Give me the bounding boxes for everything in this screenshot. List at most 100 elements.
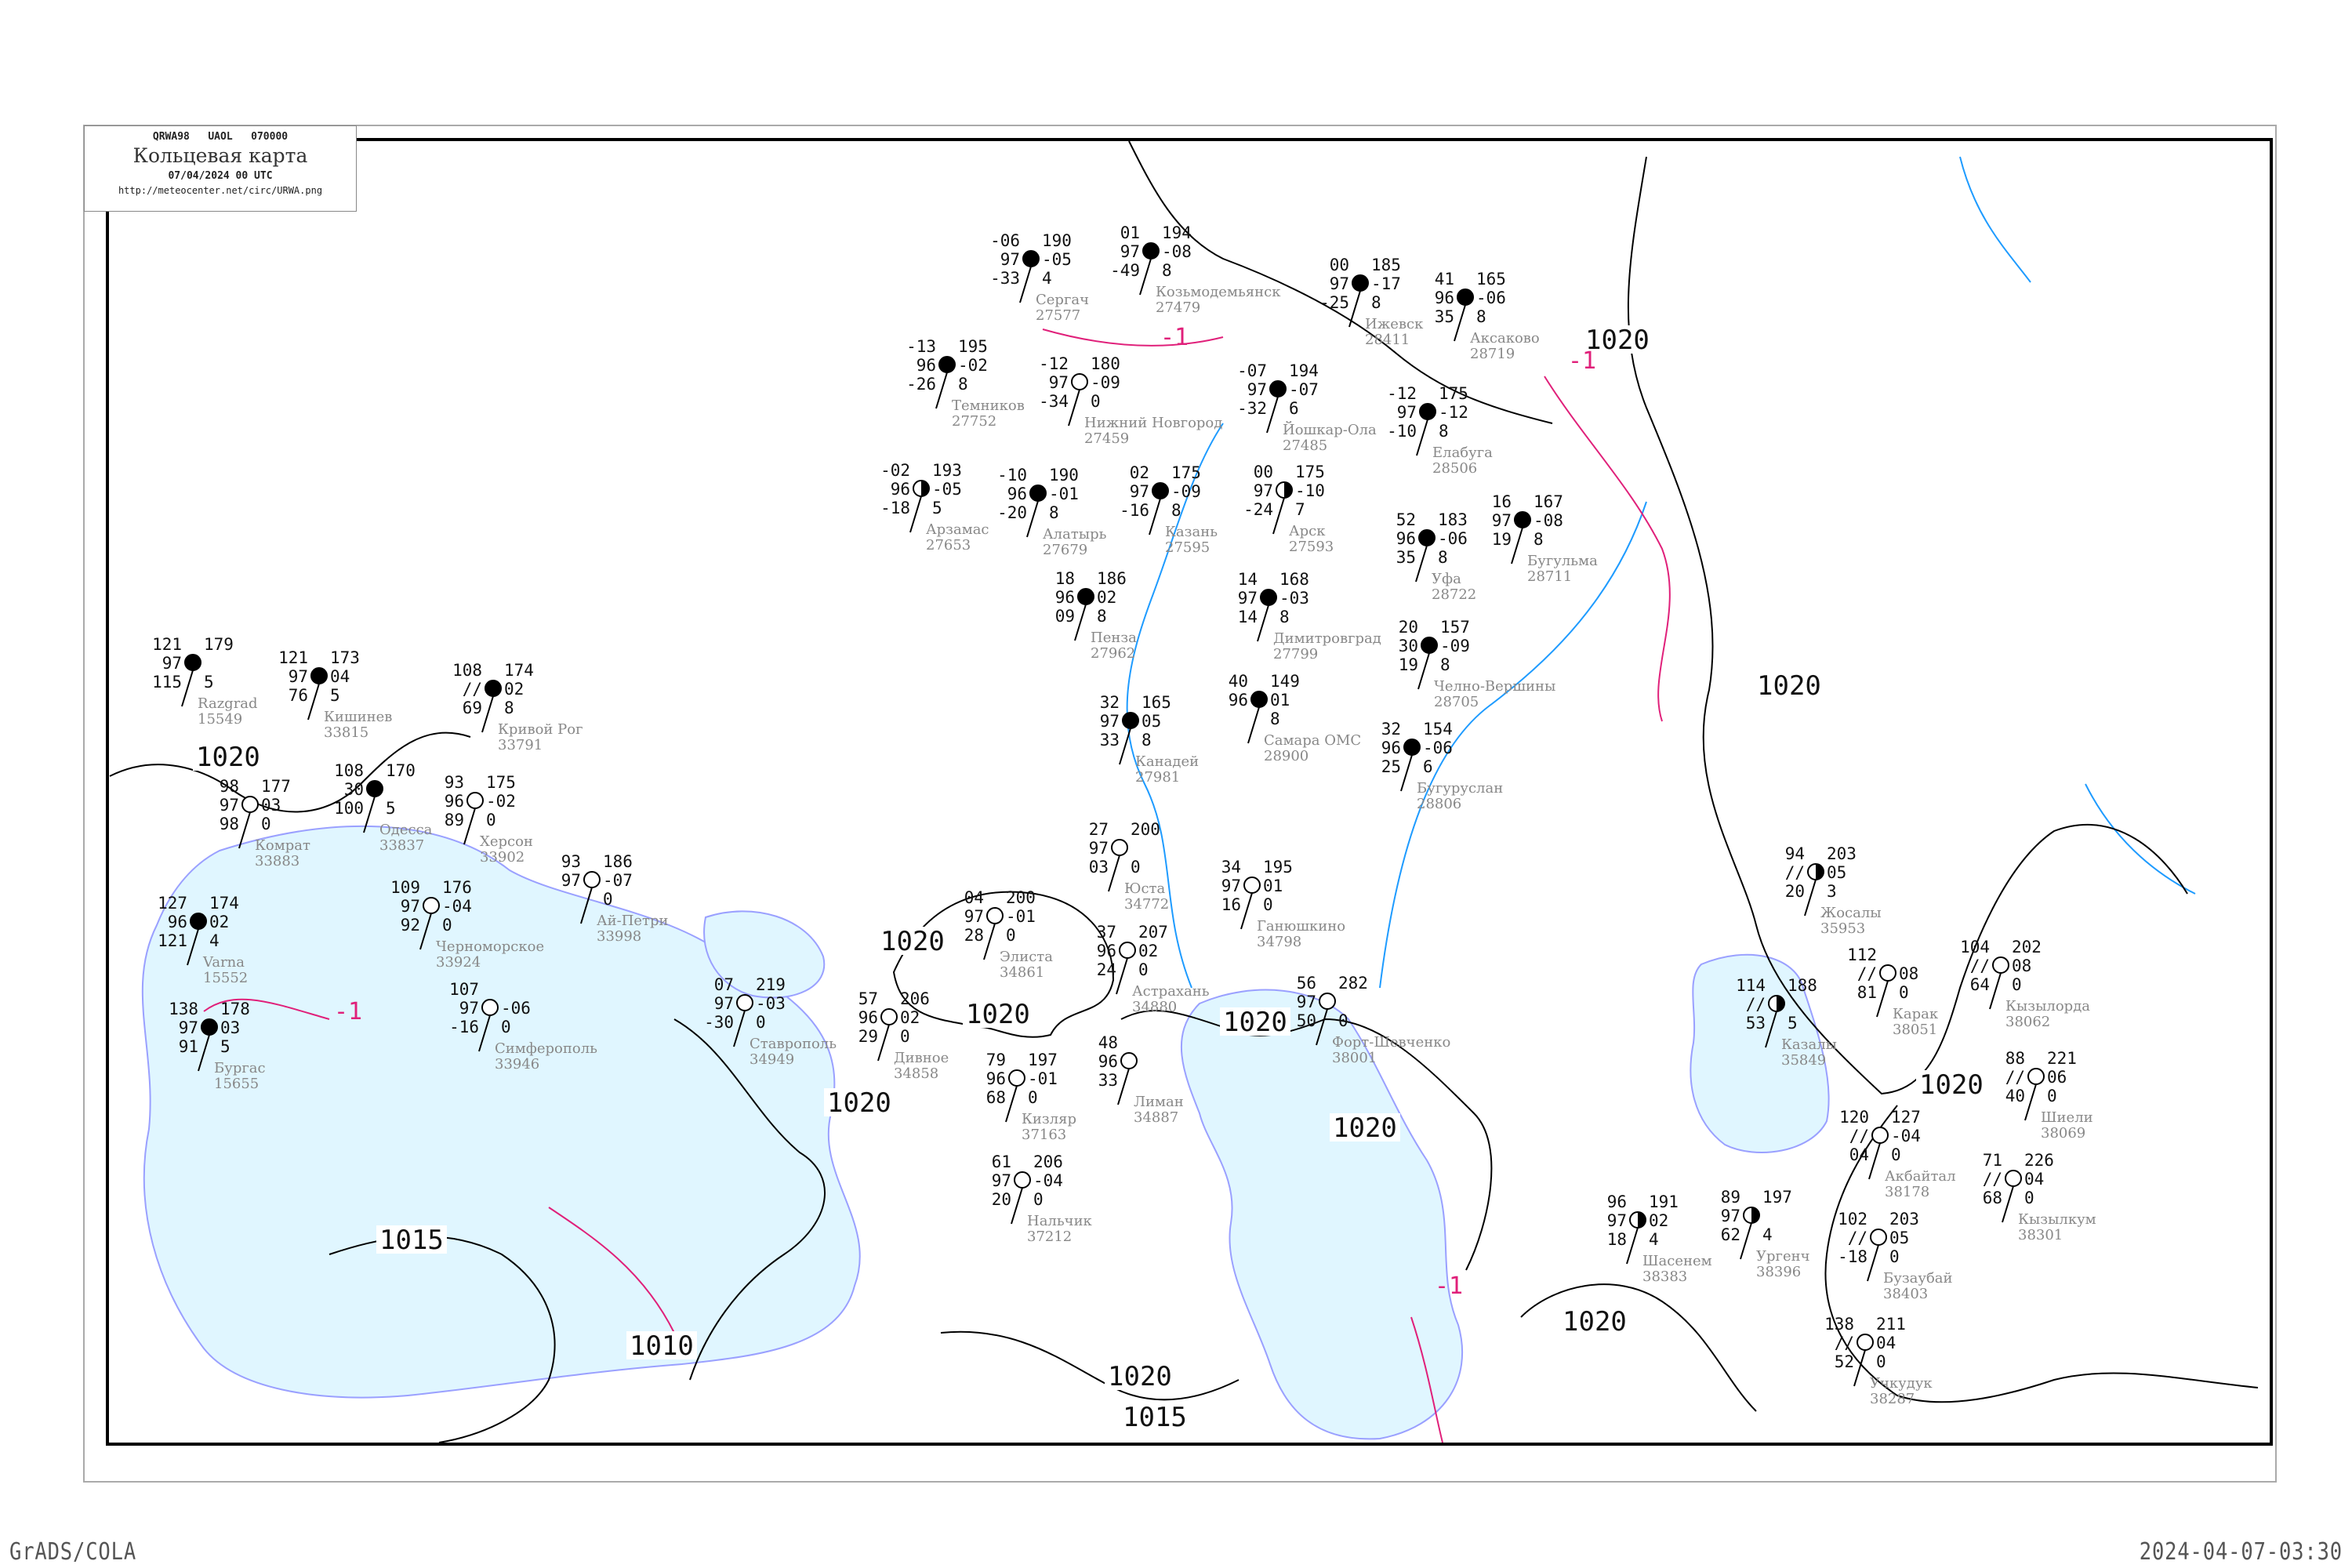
pressure-tendency: 05 bbox=[1827, 863, 1846, 882]
precipitation: 5 bbox=[1788, 1014, 1798, 1033]
pressure-tendency: 04 bbox=[330, 667, 350, 686]
isallobar-label: -1 bbox=[334, 998, 362, 1025]
dew-point: -10 bbox=[1387, 422, 1417, 441]
precipitation: 0 bbox=[756, 1013, 766, 1032]
dew-point: -33 bbox=[990, 269, 1020, 288]
dew-point: 81 bbox=[1857, 983, 1877, 1002]
precipitation: 5 bbox=[330, 686, 340, 705]
station-name: Карак bbox=[1893, 1006, 1939, 1022]
temperature: 94 bbox=[1785, 844, 1805, 863]
temperature: 107 bbox=[449, 980, 479, 999]
visibility: 96 bbox=[1229, 691, 1248, 710]
dew-point: 35 bbox=[1396, 548, 1416, 567]
pressure-tendency: -06 bbox=[1476, 289, 1506, 307]
visibility: // bbox=[1746, 995, 1766, 1014]
temperature: 41 bbox=[1435, 270, 1454, 289]
isobar-line bbox=[673, 1018, 826, 1381]
pressure-tendency: -06 bbox=[1423, 739, 1453, 757]
wind-barb bbox=[1804, 879, 1817, 916]
pressure-tendency: -09 bbox=[1091, 373, 1120, 392]
dew-point: 29 bbox=[858, 1027, 878, 1046]
temperature: 114 bbox=[1736, 976, 1766, 995]
isobar-line bbox=[109, 731, 471, 813]
precipitation: 0 bbox=[1028, 1088, 1038, 1107]
station-name: Лиман bbox=[1134, 1094, 1184, 1110]
isallobar-label: -1 bbox=[1435, 1272, 1463, 1300]
wind-barb bbox=[1348, 290, 1361, 328]
stations-layer: 049728200-010Элиста34861579629206020Дивн… bbox=[152, 223, 2096, 1407]
temperature: 109 bbox=[390, 878, 420, 897]
half-cloud-icon bbox=[1284, 482, 1292, 498]
pressure-tendency: -07 bbox=[1289, 380, 1319, 399]
station-id: 27653 bbox=[926, 537, 971, 554]
cloud-cover-icon bbox=[1008, 1069, 1025, 1087]
station-id: 27577 bbox=[1036, 307, 1080, 324]
precipitation: 4 bbox=[1042, 269, 1052, 288]
pressure: 185 bbox=[1371, 256, 1401, 274]
pressure-tendency: -12 bbox=[1439, 403, 1468, 422]
station-id: 28722 bbox=[1432, 586, 1476, 603]
wind-barb bbox=[1108, 855, 1120, 892]
pressure: 226 bbox=[2024, 1151, 2054, 1170]
station-id: 38051 bbox=[1893, 1022, 1937, 1038]
cloud-cover-icon bbox=[184, 654, 201, 671]
bulletin-code: QRWA98 UAOL 070000 bbox=[152, 131, 289, 143]
footer-timestamp: 2024-04-07-03:30 bbox=[2139, 1538, 2343, 1566]
temperature: 71 bbox=[1983, 1151, 2002, 1170]
precipitation: 0 bbox=[1338, 1011, 1348, 1030]
isobar-line bbox=[1120, 1010, 1493, 1271]
